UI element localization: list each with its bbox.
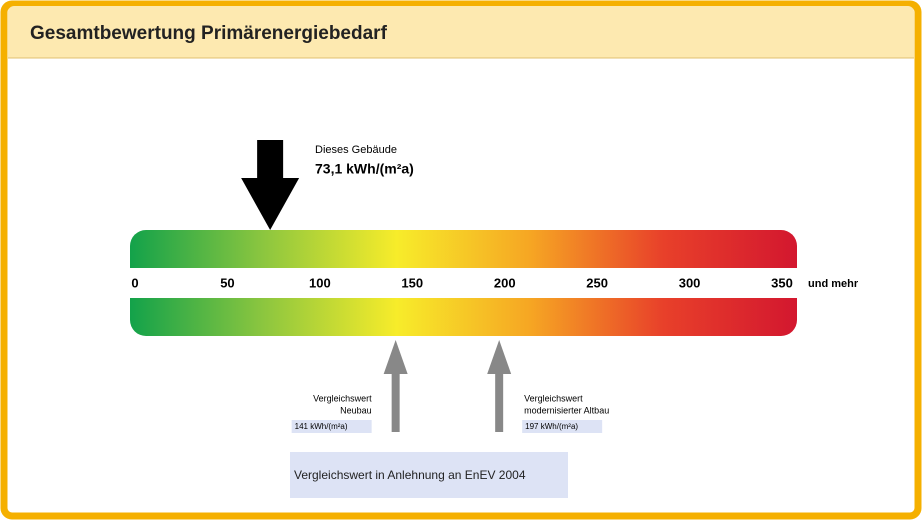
x-tick-label: 150: [401, 275, 423, 290]
reference-value-box: [522, 420, 603, 433]
building-label: Dieses Gebäude: [315, 144, 397, 156]
title: Gesamtbewertung Primärenergiebedarf: [30, 23, 388, 44]
reference-label: Vergleichswert: [524, 393, 583, 403]
footnote-box: [290, 452, 568, 498]
reference-value: 141 kWh/(m²a): [295, 422, 348, 431]
scale-strip: [130, 268, 797, 298]
x-tick-label: 50: [220, 275, 234, 290]
x-tick-label: 300: [679, 275, 701, 290]
x-tick-label: 0: [131, 275, 138, 290]
reference-label: Neubau: [340, 405, 372, 415]
footnote: Vergleichswert in Anlehnung an EnEV 2004: [294, 468, 526, 482]
reference-label: Vergleichswert: [313, 393, 372, 403]
header-band: [8, 6, 914, 58]
building-value: 73,1 kWh/(m²a): [315, 161, 414, 177]
axis-end-label: und mehr: [808, 278, 859, 290]
x-tick-label: 350: [771, 275, 793, 290]
x-tick-label: 100: [309, 275, 331, 290]
building-arrow: [241, 140, 300, 230]
reference-value-box: [291, 420, 372, 433]
reference-arrow: [383, 340, 408, 432]
x-tick-label: 250: [586, 275, 608, 290]
x-tick-label: 200: [494, 275, 516, 290]
reference-arrow: [487, 340, 512, 432]
reference-value: 197 kWh/(m²a): [525, 422, 578, 431]
reference-label: modernisierter Altbau: [524, 405, 609, 415]
